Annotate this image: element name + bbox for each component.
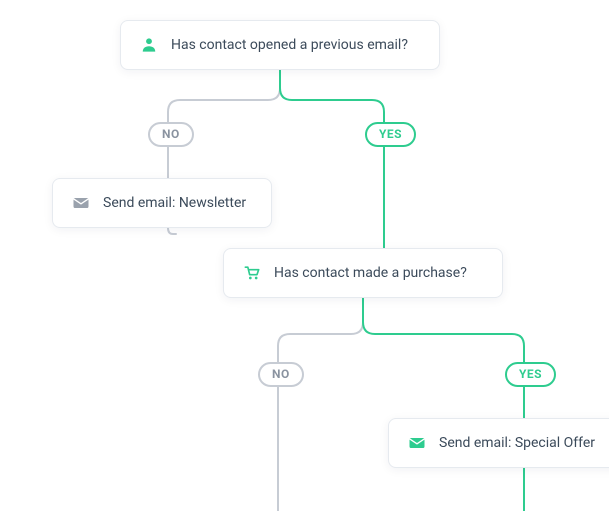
- flowchart-canvas: Has contact opened a previous email? NO …: [0, 0, 609, 511]
- node-label: Send email: Newsletter: [103, 194, 246, 212]
- connector-no1-tail: [168, 228, 176, 234]
- branch-pill-yes: YES: [365, 122, 416, 147]
- connector-q2-no: [278, 298, 363, 511]
- envelope-icon: [71, 193, 91, 213]
- cart-icon: [242, 263, 262, 283]
- connector-q2-yes: [363, 298, 524, 418]
- pill-label: YES: [379, 127, 402, 141]
- node-label: Has contact made a purchase?: [274, 264, 467, 282]
- pill-label: NO: [272, 367, 290, 381]
- decision-node-made-purchase: Has contact made a purchase?: [223, 248, 503, 298]
- branch-pill-no: NO: [148, 122, 194, 147]
- node-label: Send email: Special Offer: [439, 434, 595, 452]
- node-label: Has contact opened a previous email?: [171, 36, 408, 54]
- pill-label: YES: [519, 367, 542, 381]
- person-icon: [139, 35, 159, 55]
- action-node-send-special-offer: Send email: Special Offer: [388, 418, 609, 468]
- branch-pill-yes: YES: [505, 362, 556, 387]
- decision-node-opened-email: Has contact opened a previous email?: [120, 20, 440, 70]
- action-node-send-newsletter: Send email: Newsletter: [52, 178, 272, 228]
- connector-q1-yes: [280, 70, 384, 248]
- pill-label: NO: [162, 127, 180, 141]
- envelope-check-icon: [407, 433, 427, 453]
- branch-pill-no: NO: [258, 362, 304, 387]
